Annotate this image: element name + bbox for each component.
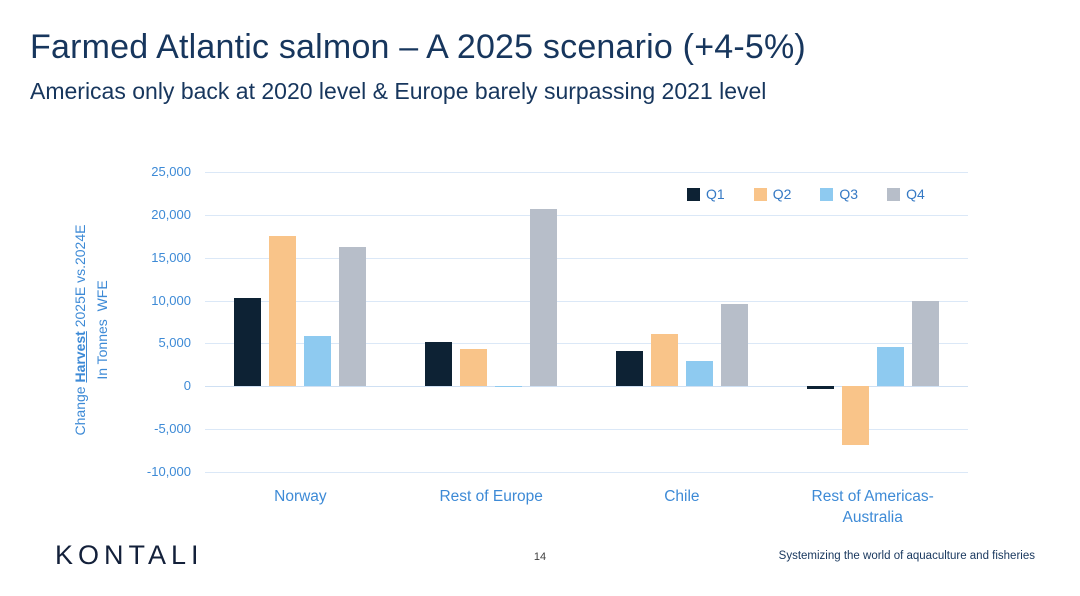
legend-item-q2: Q2	[753, 186, 792, 202]
bar-q1-chile	[615, 351, 643, 387]
legend-label: Q2	[772, 186, 792, 202]
gridline	[205, 214, 968, 216]
bar-q3-rest-of-europe	[495, 386, 523, 388]
bar-q1-norway	[234, 298, 262, 387]
bar-chart: Change Harvest 2025E vs.2024E In Tonnes …	[0, 150, 1080, 540]
bar-q2-rest-of-americas-australia	[841, 386, 869, 445]
legend-swatch-icon	[887, 187, 901, 201]
y-tick-label: 10,000	[151, 292, 191, 308]
legend-swatch-icon	[753, 187, 767, 201]
bar-q1-rest-of-americas-australia	[806, 386, 834, 389]
y-tick-label: 15,000	[151, 249, 191, 265]
bar-q4-rest-of-europe	[530, 208, 558, 387]
gridline	[205, 172, 968, 173]
gridline	[205, 472, 968, 473]
page-subtitle: Americas only back at 2020 level & Europ…	[30, 78, 767, 104]
page-title: Farmed Atlantic salmon – A 2025 scenario…	[30, 28, 806, 66]
gridline	[205, 343, 968, 345]
y-tick-label: 0	[183, 378, 191, 394]
y-axis-label-line2: In Tonnes WFE	[94, 280, 110, 380]
legend-item-q4: Q4	[887, 186, 925, 202]
y-tick-label: 25,000	[151, 164, 191, 179]
y-axis-label: Change Harvest 2025E vs.2024E In Tonnes …	[69, 165, 115, 495]
legend-item-q1: Q1	[687, 186, 725, 202]
page-number: 14	[533, 551, 547, 563]
kontali-logo: KONTALI	[55, 540, 204, 570]
y-tick-label: 5,000	[158, 335, 191, 351]
bar-q3-norway	[304, 335, 332, 387]
gridline	[205, 300, 968, 302]
footer-tagline: Systemizing the world of aquaculture and…	[778, 550, 1035, 562]
chart-legend: Q1 Q2 Q3 Q4	[687, 186, 925, 202]
bar-q3-chile	[685, 360, 713, 387]
bar-q3-rest-of-americas-australia	[876, 346, 904, 387]
category-label-line: Rest of Americas-	[811, 488, 934, 505]
legend-item-q3: Q3	[820, 186, 858, 202]
legend-swatch-icon	[820, 187, 834, 201]
y-tick-label: -10,000	[146, 464, 191, 479]
bar-q4-norway	[339, 247, 367, 387]
category-label-line: Australia	[842, 509, 903, 526]
legend-label: Q3	[839, 186, 859, 202]
category-label-line: Chile	[664, 488, 700, 505]
category-label: Norway	[205, 486, 396, 507]
bar-q2-chile	[650, 334, 678, 387]
y-tick-label: -5,000	[154, 421, 191, 437]
bar-q4-chile	[720, 304, 748, 387]
gridline	[205, 429, 968, 431]
bar-q1-rest-of-europe	[425, 341, 453, 387]
category-label: Chile	[587, 486, 778, 507]
category-label: Rest of Europe	[396, 486, 587, 507]
category-label: Rest of Americas- Australia	[777, 486, 968, 528]
legend-swatch-icon	[687, 187, 700, 201]
legend-label: Q1	[706, 186, 725, 202]
bar-q2-rest-of-europe	[460, 348, 488, 387]
bar-q2-norway	[269, 236, 297, 387]
y-tick-label: 20,000	[151, 206, 191, 222]
y-axis-label-line1: Change Harvest 2025E vs.2024E	[72, 224, 88, 436]
category-label-line: Rest of Europe	[439, 488, 543, 505]
plot-area: Q1 Q2 Q3 Q4 25,000 20,000 15,000 10,000 5,000 0 -…	[147, 164, 968, 526]
gridline	[205, 386, 968, 388]
gridline	[205, 257, 968, 259]
legend-label: Q4	[906, 186, 925, 202]
category-label-line: Norway	[274, 488, 327, 505]
bar-q4-rest-of-americas-australia	[911, 301, 939, 387]
